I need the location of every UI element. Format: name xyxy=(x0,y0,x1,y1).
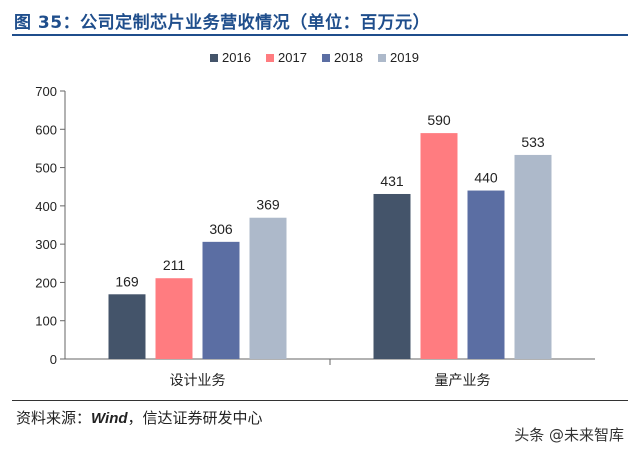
legend-swatch-2016 xyxy=(210,54,218,62)
bar-2019-mass-production xyxy=(514,154,552,359)
y-tick-label-200: 200 xyxy=(35,275,57,290)
legend-label-2018: 2018 xyxy=(334,50,363,65)
y-tick-label-500: 500 xyxy=(35,161,57,176)
y-tick-label-100: 100 xyxy=(35,314,57,329)
y-tick-label-600: 600 xyxy=(35,122,57,137)
bar-chart: 2016 2017 2018 2019 0 100 200 300 400 500 600 700 16… xyxy=(35,50,595,389)
legend-label-2016: 2016 xyxy=(222,50,251,65)
y-tick-label-0: 0 xyxy=(50,352,57,367)
bar-2017-mass-production xyxy=(420,133,458,359)
legend-swatch-2018 xyxy=(322,54,330,62)
y-tick-label-300: 300 xyxy=(35,237,57,252)
data-label-2017-mass-production: 590 xyxy=(427,112,451,128)
x-category-label-0: 设计业务 xyxy=(170,373,226,389)
legend-swatch-2019 xyxy=(378,54,386,62)
bar-2016-design xyxy=(108,294,146,359)
bar-2017-design xyxy=(155,278,193,359)
watermark: 头条 @未来智库 xyxy=(514,426,624,444)
y-tick-label-700: 700 xyxy=(35,84,57,99)
source-prefix: 资料来源： xyxy=(16,409,92,427)
legend-label-2017: 2017 xyxy=(278,50,307,65)
legend-label-2019: 2019 xyxy=(390,50,419,65)
data-label-2016-mass-production: 431 xyxy=(380,173,404,189)
bar-2019-design xyxy=(249,217,287,359)
title-bar: 图 35：公司定制芯片业务营收情况（单位：百万元） xyxy=(12,6,628,36)
bar-2018-design xyxy=(202,241,240,359)
source-emphasis: Wind xyxy=(91,410,128,427)
data-label-2017-design: 211 xyxy=(163,257,186,273)
legend-swatch-2017 xyxy=(266,54,274,62)
x-category-label-1: 量产业务 xyxy=(435,373,491,389)
source-suffix: ，信达证券研发中心 xyxy=(127,409,263,427)
data-label-2018-design: 306 xyxy=(209,221,233,237)
bar-2018-mass-production xyxy=(467,190,505,359)
source-bar: 资料来源：Wind，信达证券研发中心 xyxy=(12,400,628,427)
figure-title: 图 35：公司定制芯片业务营收情况（单位：百万元） xyxy=(14,13,431,33)
data-label-2019-mass-production: 533 xyxy=(521,134,545,150)
source-note: 资料来源：Wind，信达证券研发中心 xyxy=(16,407,263,428)
data-label-2018-mass-production: 440 xyxy=(474,170,498,186)
bar-2016-mass-production xyxy=(373,193,411,359)
y-tick-label-400: 400 xyxy=(35,199,57,214)
data-label-2016-design: 169 xyxy=(115,273,139,289)
data-label-2019-design: 369 xyxy=(256,197,280,213)
